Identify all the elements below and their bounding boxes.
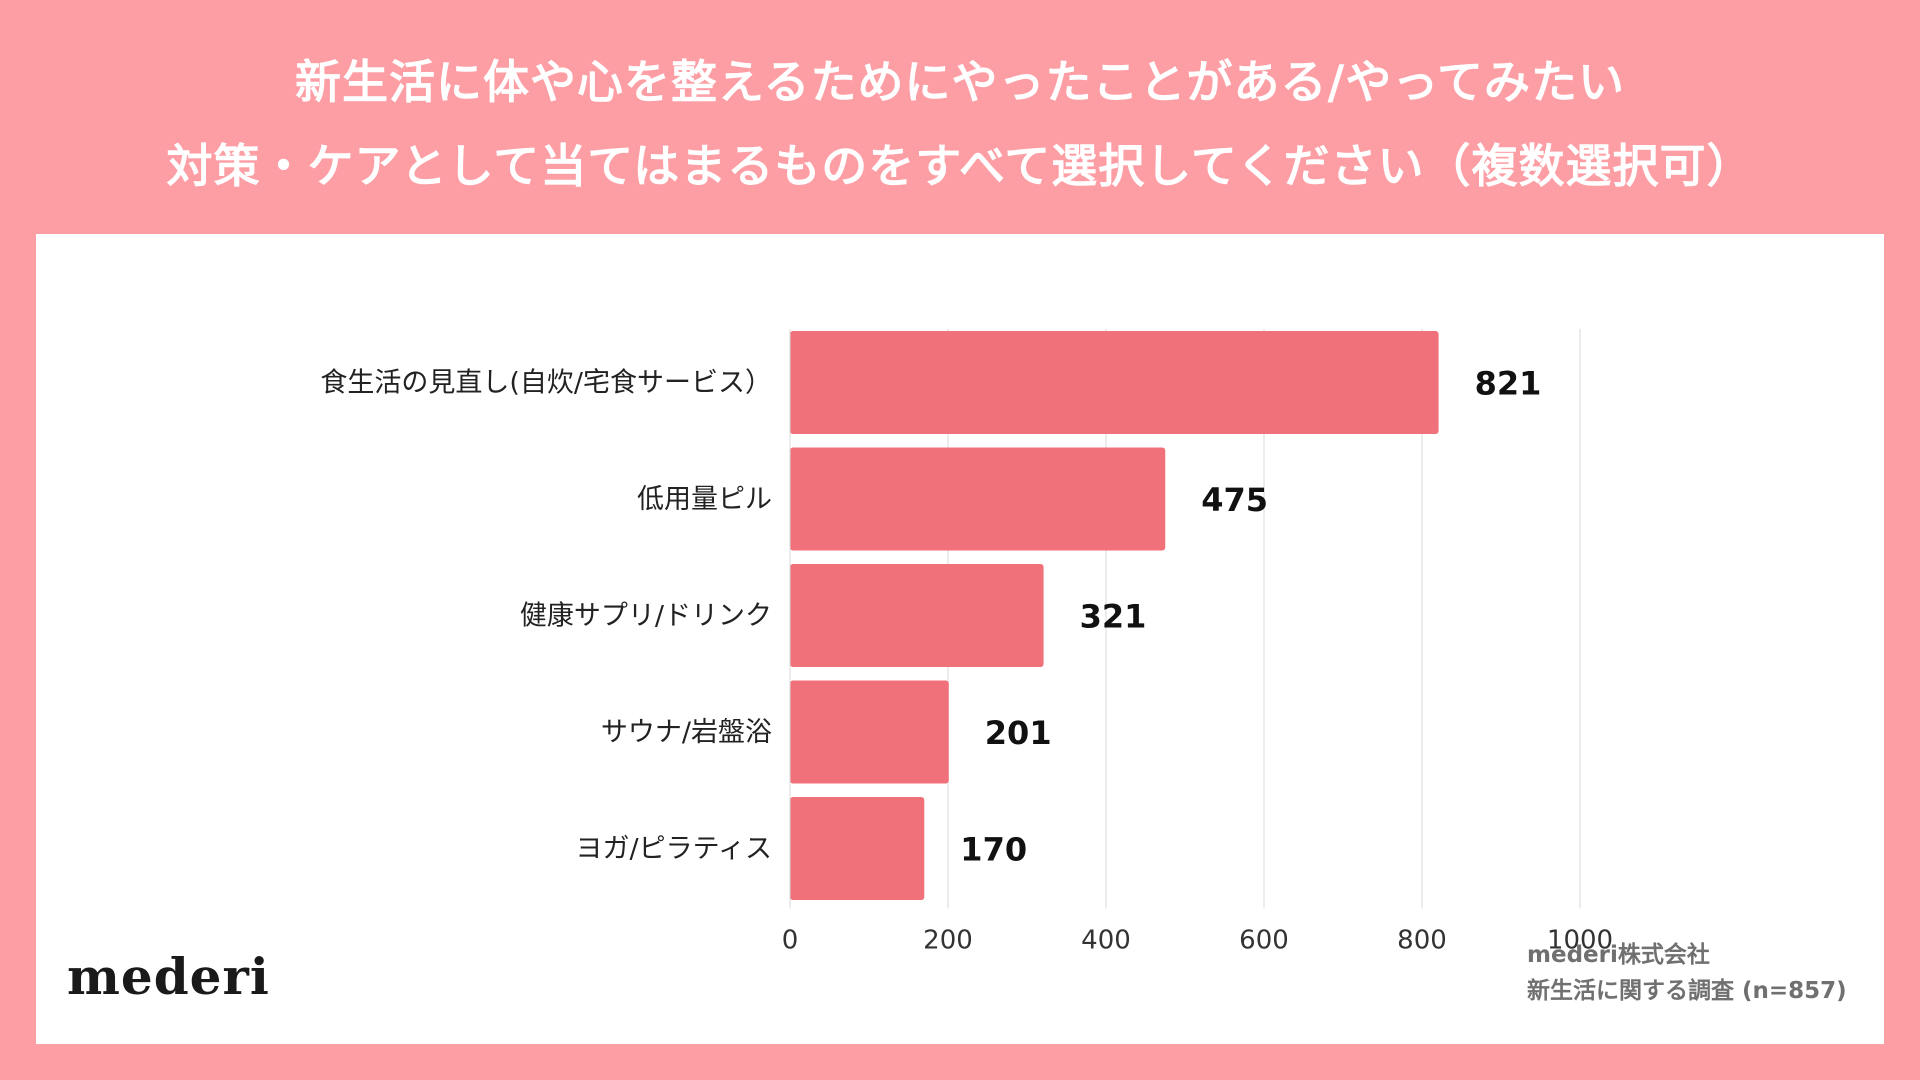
bar	[790, 680, 949, 784]
title-line-2: 対策・ケアとして当てはまるものをすべて選択してください（複数選択可）	[166, 139, 1754, 193]
bar	[790, 564, 1044, 667]
data-label: 821	[1475, 365, 1542, 403]
x-tick-label: 0	[782, 926, 799, 956]
credit-company: mederi株式会社	[1527, 942, 1710, 968]
credit-survey: 新生活に関する調査 (n=857)	[1527, 978, 1847, 1004]
x-tick-label: 600	[1239, 926, 1289, 956]
category-label: ヨガ/ピラティス	[576, 834, 772, 865]
bar	[790, 331, 1439, 434]
data-label: 475	[1201, 481, 1268, 519]
category-label: 低用量ピル	[637, 484, 772, 515]
bar	[790, 447, 1166, 551]
chart-panel: 0 200 400 600 800 1000 食生活の見直し(自炊/宅食サービス） 821 低用…	[36, 234, 1884, 1044]
data-label: 321	[1080, 598, 1147, 636]
bar-chart: 0 200 400 600 800 1000 食生活の見直し(自炊/宅食サービス） 821 低用…	[320, 329, 1613, 956]
x-tick-label: 800	[1397, 926, 1447, 956]
x-tick-label: 1000	[1547, 926, 1613, 956]
category-label: 食生活の見直し(自炊/宅食サービス）	[320, 368, 772, 399]
title-line-1: 新生活に体や心を整えるためにやったことがある/やってみたい	[294, 55, 1626, 109]
x-tick-label: 400	[1081, 926, 1131, 956]
brand-logo: mederi	[67, 947, 270, 1006]
chart-title: 新生活に体や心を整えるためにやったことがある/やってみたい 対策・ケアとして当て…	[0, 40, 1920, 208]
category-label: サウナ/岩盤浴	[601, 717, 772, 748]
data-label: 201	[985, 714, 1052, 752]
category-label: 健康サプリ/ドリンク	[520, 601, 772, 632]
bar	[790, 797, 925, 900]
data-label: 170	[960, 831, 1027, 869]
survey-credit: mederi株式会社 新生活に関する調査 (n=857)	[1527, 937, 1847, 1009]
x-tick-label: 200	[923, 926, 973, 956]
